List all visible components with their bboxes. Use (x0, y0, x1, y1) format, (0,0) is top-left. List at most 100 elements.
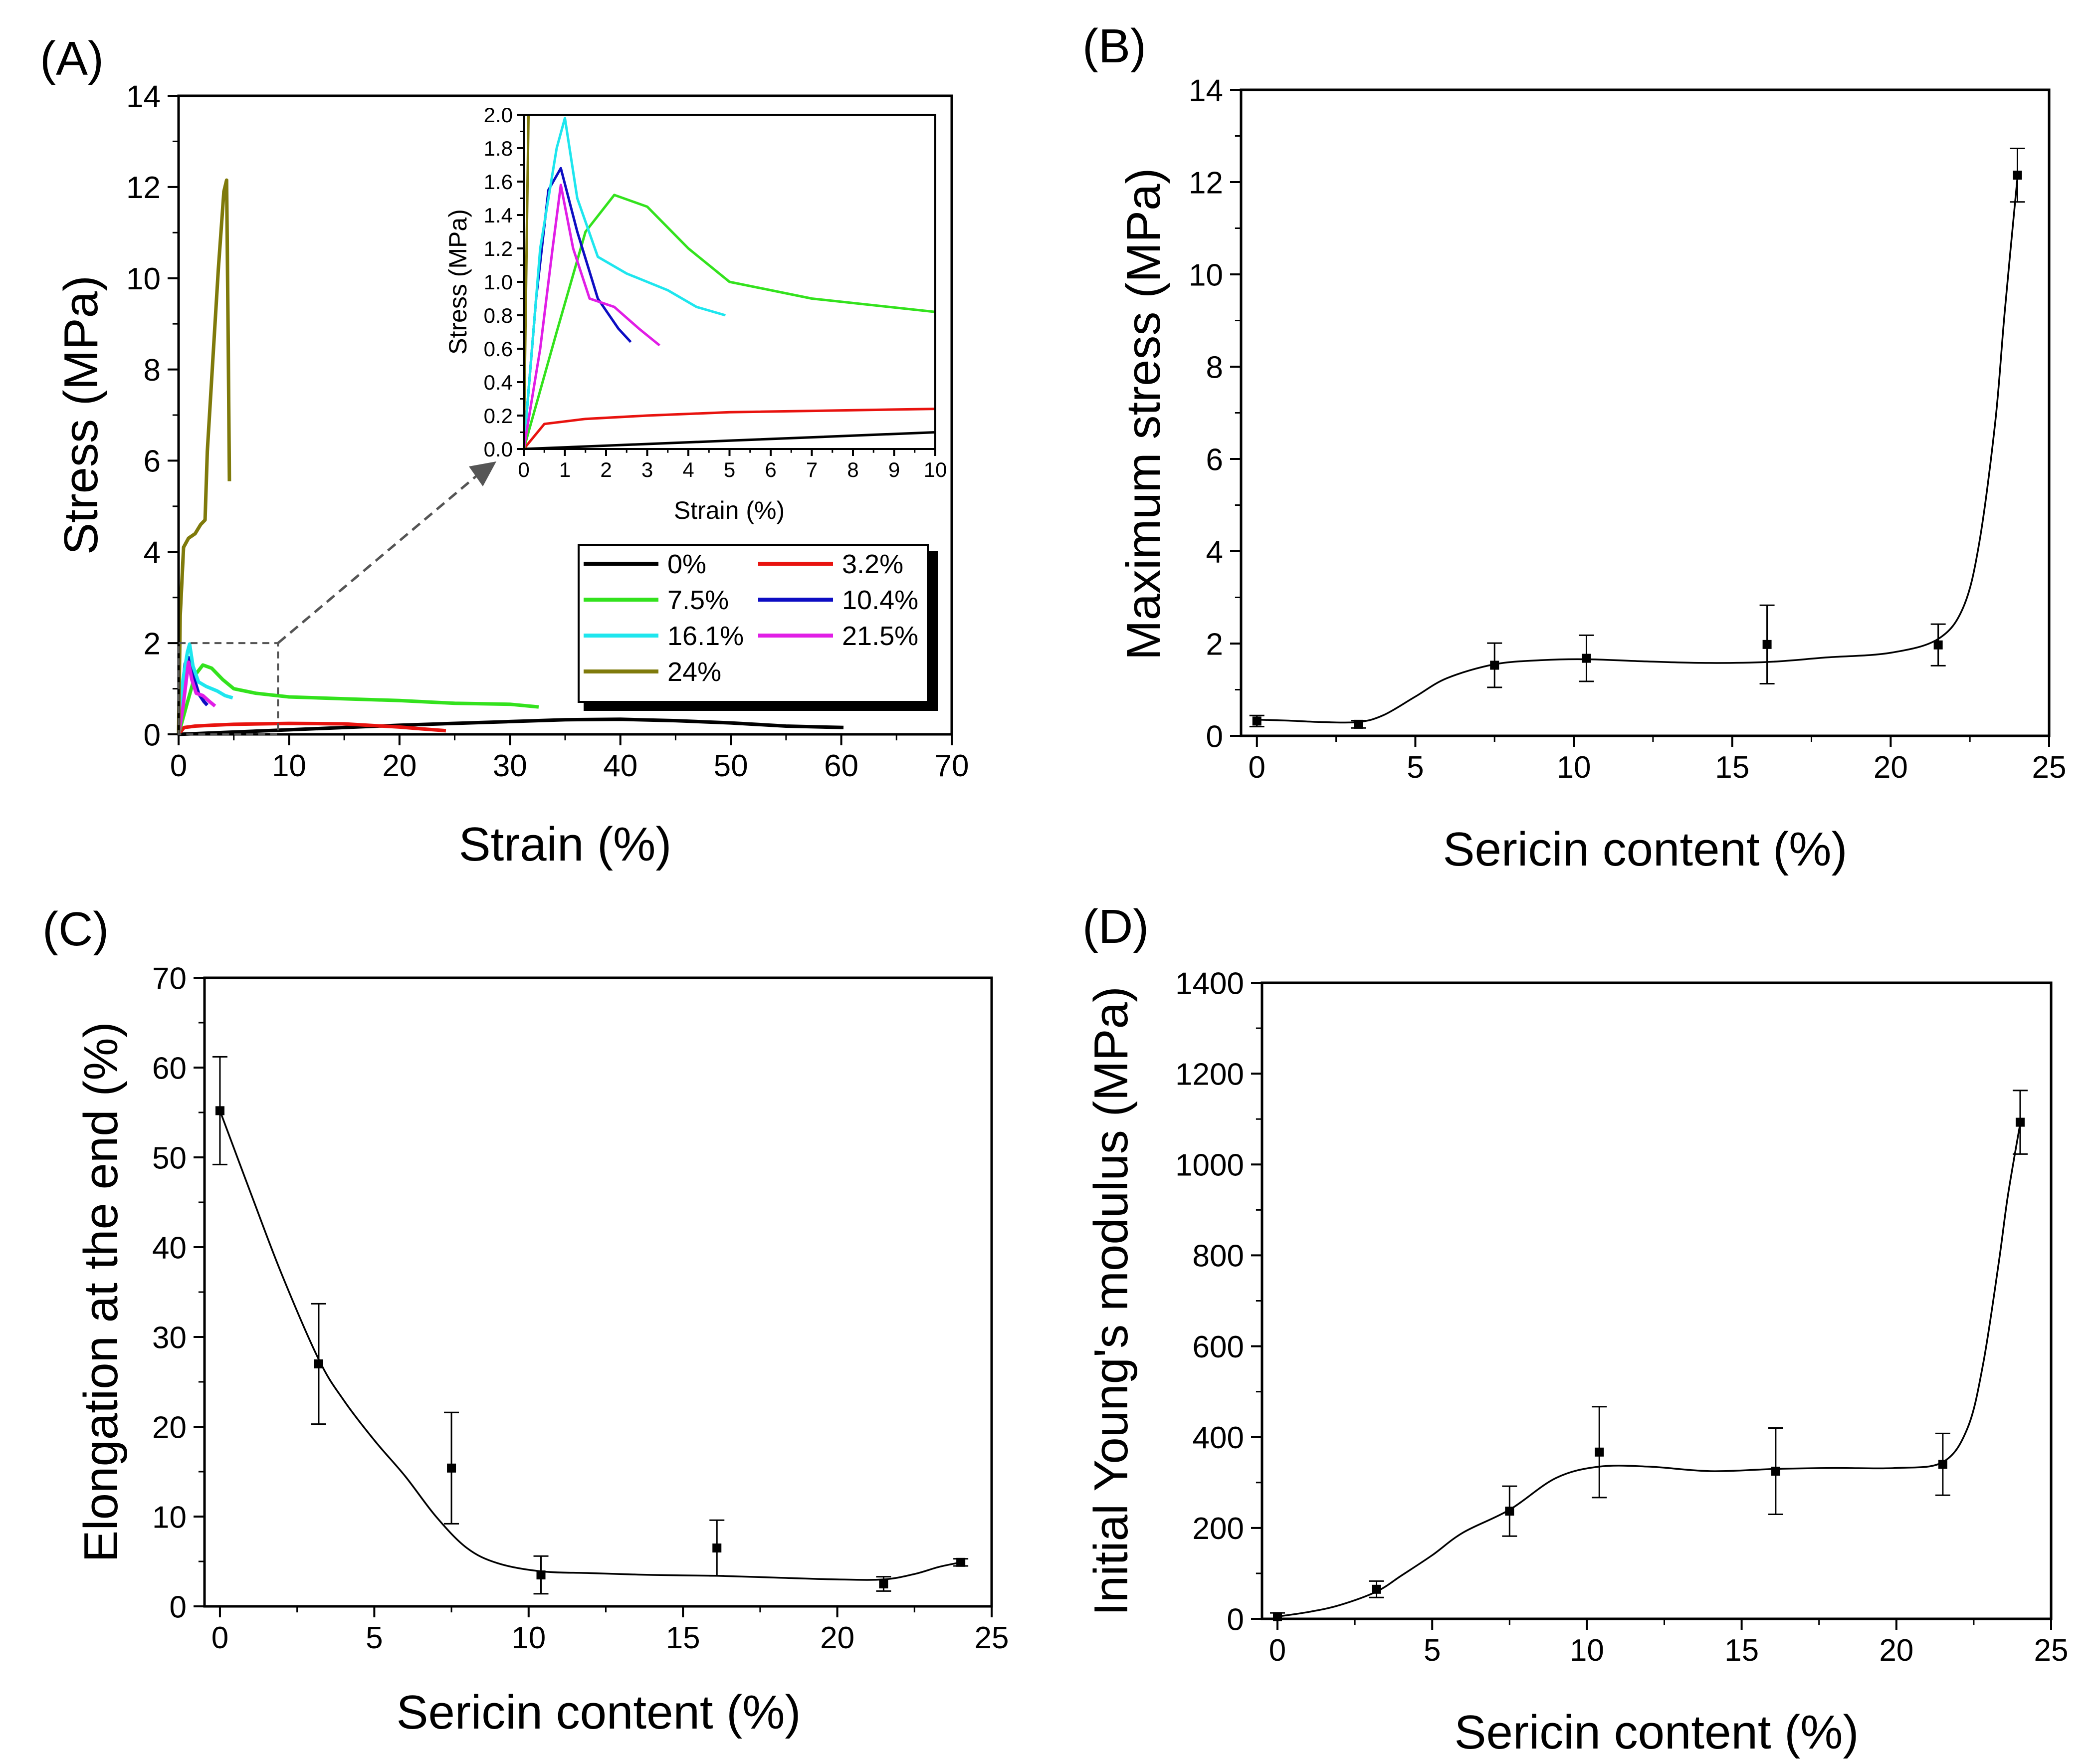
data-point (956, 1557, 966, 1567)
fit-curve (1257, 177, 2019, 724)
a-ytick-label: 8 (144, 353, 161, 388)
panel-c-ticks: 0 5 10 15 20 25 0 10 20 30 40 50 60 70 (152, 961, 1009, 1655)
p2-xtick-label: 0 (211, 1621, 228, 1655)
p2-xtick-label: 10 (511, 1621, 546, 1655)
p3-ytick-label: 200 (1193, 1512, 1244, 1546)
panel-b-content (1249, 147, 2025, 729)
p1-ytick-label: 14 (1189, 73, 1223, 108)
inset-line-21-5pct (524, 184, 660, 449)
inset-xtick-label: 3 (641, 458, 653, 481)
data-point (536, 1570, 546, 1579)
p2-xtick-label: 20 (820, 1621, 854, 1655)
inset-xlabel: Strain (%) (674, 496, 785, 524)
legend-label: 21.5% (842, 621, 918, 651)
inset-xtick-label: 2 (600, 458, 612, 481)
inset-ylabel: Stress (MPa) (444, 209, 472, 355)
p1-ytick-label: 12 (1189, 166, 1223, 200)
panel-a-legend: 0% 3.2% 7.5% 10.4% 16.1% 21.5% 24% (578, 544, 938, 711)
a-xtick-label: 50 (714, 749, 748, 783)
inset-clip-group (524, 115, 935, 449)
data-point (1372, 1584, 1381, 1594)
p2-ytick-label: 20 (152, 1410, 187, 1445)
legend-label: 16.1% (667, 621, 744, 651)
inset-ytick-label: 0.0 (484, 438, 513, 461)
panel-a-series (177, 178, 844, 736)
series-line-3-2pct (177, 721, 446, 736)
p3-ytick-label: 800 (1193, 1239, 1244, 1274)
panel-d-ticks: 0 5 10 15 20 25 0 200 400 600 800 1000 1200 1400 (1175, 966, 2068, 1668)
data-point (1354, 719, 1363, 729)
p2-ytick-label: 70 (152, 961, 187, 996)
fit-curve (1277, 1123, 2021, 1618)
data-point (1505, 1507, 1514, 1516)
panel-d-label: (D) (1082, 900, 1149, 953)
data-point (879, 1579, 888, 1588)
panel-b: (B) 0 5 10 15 20 25 0 2 4 6 8 10 12 14 Sericin conten… (1082, 19, 2066, 876)
legend-box (578, 544, 929, 703)
p2-ytick-label: 60 (152, 1051, 187, 1086)
a-xtick-label: 40 (603, 749, 637, 783)
series-line-0pct (178, 717, 844, 736)
data-point (1771, 1467, 1780, 1476)
panel-b-xlabel: Sericin content (%) (1443, 823, 1848, 876)
inset-xtick-label: 9 (888, 458, 900, 481)
p2-xtick-label: 5 (366, 1621, 383, 1655)
p3-ytick-label: 1000 (1175, 1148, 1244, 1183)
series-line-24pct (177, 178, 231, 735)
p1-xtick-label: 20 (1874, 750, 1908, 785)
a-xtick-label: 30 (493, 749, 527, 783)
inset-xtick-label: 10 (924, 458, 947, 481)
inset-ytick-label: 0.2 (484, 404, 513, 428)
data-point (1252, 716, 1261, 726)
inset-ytick-label: 0.4 (484, 371, 513, 394)
panel-d-ylabel: Initial Young's modulus (MPa) (1084, 986, 1138, 1616)
inset-ytick-label: 0.6 (484, 337, 513, 361)
inset-line-3-2pct (524, 408, 935, 449)
p2-ytick-label: 30 (152, 1321, 187, 1355)
fit-curve (219, 1110, 961, 1581)
inset-series (524, 115, 935, 449)
inset-line-7-5pct (524, 194, 935, 449)
panel-a-inset: 0 1 2 3 4 5 6 7 8 9 10 0.0 0.2 0.4 0.6 0.8 1.0 1.2 1.4 1.6 1… (444, 103, 947, 524)
p1-xtick-label: 0 (1249, 750, 1265, 785)
p3-xtick-label: 10 (1570, 1633, 1604, 1668)
inset-ytick-label: 1.6 (484, 170, 513, 194)
p1-ytick-label: 0 (1206, 719, 1223, 754)
zoom-rect (178, 642, 279, 735)
inset-xtick-label: 5 (724, 458, 735, 481)
data-point (1762, 640, 1772, 649)
legend-label: 3.2% (842, 549, 903, 579)
data-point (712, 1544, 722, 1552)
data-point (1938, 1460, 1947, 1469)
p1-xtick-label: 10 (1557, 750, 1591, 785)
panel-c-content (212, 1056, 969, 1595)
p1-xtick-label: 5 (1407, 750, 1424, 785)
panel-b-label: (B) (1082, 19, 1146, 73)
panel-b-ylabel: Maximum stress (MPa) (1117, 168, 1170, 661)
inset-line-16-1pct (524, 117, 726, 449)
data-point (1933, 640, 1943, 650)
inset-line-0pct (524, 431, 935, 449)
inset-ticks: 0 1 2 3 4 5 6 7 8 9 10 0.0 0.2 0.4 0.6 0.8 1.0 1.2 1.4 1.6 1… (484, 103, 947, 481)
inset-ytick-label: 2.0 (484, 103, 513, 127)
inset-ytick-label: 0.8 (484, 304, 513, 327)
panel-a-zoom-box (178, 461, 496, 735)
p1-xtick-label: 15 (1715, 750, 1749, 785)
a-ytick-label: 6 (144, 444, 161, 479)
inset-ytick-label: 1.0 (484, 270, 513, 294)
panel-a-ylabel: Stress (MPa) (54, 275, 108, 555)
p3-ytick-label: 1400 (1175, 966, 1244, 1001)
panel-b-ticks: 0 5 10 15 20 25 0 2 4 6 8 10 12 14 (1189, 73, 2066, 785)
a-ytick-label: 14 (126, 79, 161, 114)
p2-ytick-label: 10 (152, 1500, 187, 1535)
data-point (2013, 171, 2022, 180)
inset-xtick-label: 8 (847, 458, 858, 481)
inset-xtick-label: 0 (518, 458, 529, 481)
data-point (1582, 654, 1591, 663)
p2-ytick-label: 50 (152, 1141, 187, 1175)
a-ytick-label: 10 (126, 262, 161, 296)
panel-d-content (1270, 1090, 2028, 1621)
